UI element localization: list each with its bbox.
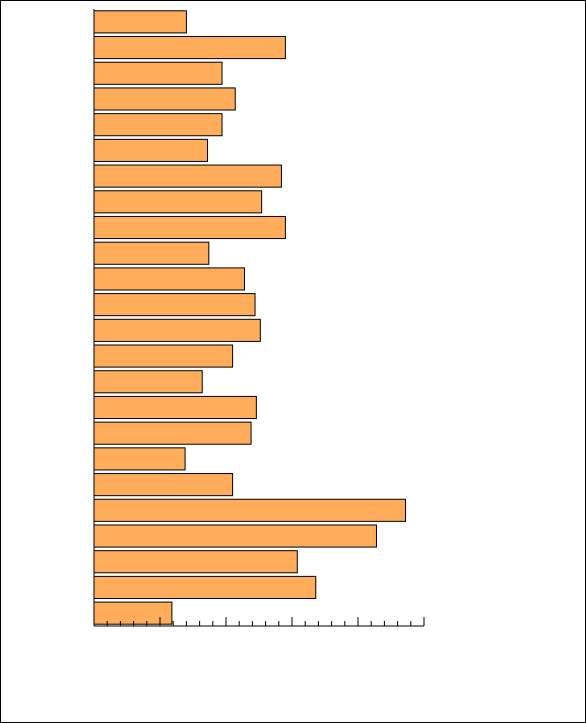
bar: [93, 215, 286, 240]
bar: [93, 447, 186, 471]
bar: [93, 473, 234, 497]
bar: [93, 318, 261, 342]
bar: [93, 10, 187, 34]
bar: [93, 524, 377, 548]
bar: [93, 190, 263, 214]
bar: [93, 293, 256, 317]
bar: [93, 550, 298, 574]
bar: [93, 164, 282, 188]
bar: [93, 138, 209, 162]
bar: [93, 87, 236, 111]
bar: [93, 113, 223, 137]
bar: [93, 421, 252, 445]
bar: [93, 241, 210, 265]
bar: [93, 395, 257, 420]
bar: [93, 575, 317, 599]
bar: [93, 344, 234, 368]
bar: [93, 36, 286, 60]
bar: [93, 267, 245, 291]
bar: [93, 498, 407, 522]
bar: [93, 61, 223, 85]
bar: [93, 370, 203, 394]
